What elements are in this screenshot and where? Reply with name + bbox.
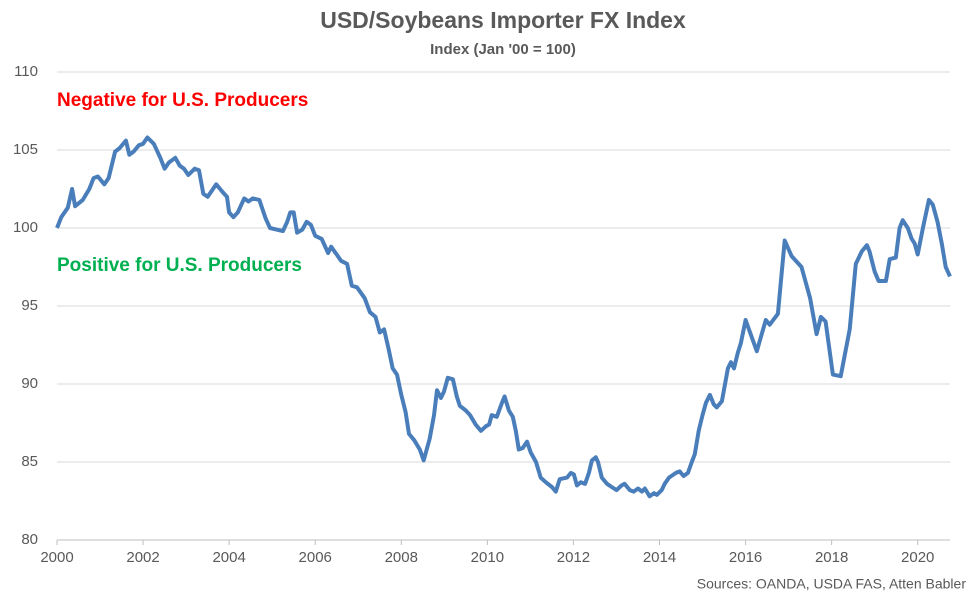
y-tick-label: 80 — [21, 531, 38, 548]
chart-title: USD/Soybeans Importer FX Index — [320, 7, 686, 33]
y-tick-label: 85 — [21, 453, 38, 470]
x-tick-label: 2006 — [299, 549, 332, 566]
y-tick-label: 90 — [21, 375, 38, 392]
x-tick-label: 2020 — [901, 549, 934, 566]
y-tick-label: 95 — [21, 297, 38, 314]
chart-subtitle: Index (Jan '00 = 100) — [430, 41, 576, 58]
data-line — [55, 135, 952, 499]
y-tick-label: 105 — [13, 141, 38, 158]
x-tick-label: 2008 — [385, 549, 418, 566]
x-tick-label: 2002 — [126, 549, 159, 566]
y-tick-label: 110 — [14, 63, 38, 80]
x-tick-label: 2000 — [40, 549, 73, 566]
y-tick-label: 100 — [13, 219, 38, 236]
source-note: Sources: OANDA, USDA FAS, Atten Babler — [697, 576, 967, 592]
x-tick-label: 2018 — [815, 549, 848, 566]
x-tick-label: 2016 — [729, 549, 762, 566]
annotation: Positive for U.S. Producers — [57, 255, 302, 276]
x-tick-label: 2012 — [557, 549, 590, 566]
x-tick-label: 2014 — [643, 549, 676, 566]
annotation: Negative for U.S. Producers — [57, 90, 308, 111]
x-tick-label: 2004 — [212, 549, 245, 566]
x-tick-label: 2010 — [471, 549, 504, 566]
